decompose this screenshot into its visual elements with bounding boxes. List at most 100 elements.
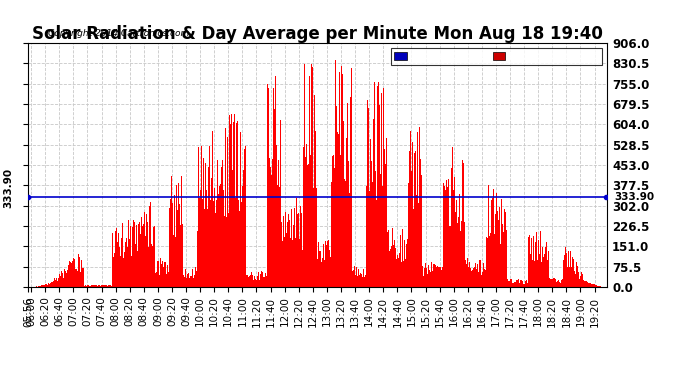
Bar: [587, 282, 588, 287]
Bar: [130, 226, 131, 287]
Bar: [312, 150, 313, 287]
Bar: [554, 278, 555, 287]
Bar: [597, 286, 598, 287]
Bar: [261, 272, 262, 287]
Bar: [139, 222, 140, 287]
Bar: [462, 160, 463, 287]
Bar: [389, 251, 390, 287]
Bar: [87, 285, 88, 287]
Bar: [322, 258, 323, 287]
Bar: [340, 154, 341, 287]
Bar: [532, 260, 533, 287]
Bar: [493, 189, 494, 287]
Bar: [544, 254, 545, 287]
Bar: [481, 265, 482, 287]
Bar: [306, 144, 307, 287]
Bar: [336, 179, 337, 287]
Bar: [463, 163, 464, 287]
Bar: [415, 151, 416, 287]
Bar: [421, 175, 422, 287]
Bar: [126, 256, 127, 287]
Bar: [367, 100, 368, 287]
Bar: [247, 274, 248, 287]
Bar: [264, 276, 265, 287]
Bar: [280, 120, 281, 287]
Bar: [472, 266, 473, 287]
Bar: [324, 260, 325, 287]
Bar: [523, 284, 524, 287]
Bar: [245, 146, 246, 287]
Bar: [305, 127, 306, 287]
Bar: [468, 267, 469, 287]
Bar: [557, 281, 558, 287]
Bar: [216, 200, 217, 287]
Bar: [203, 159, 204, 287]
Bar: [197, 190, 199, 287]
Bar: [113, 256, 114, 287]
Bar: [341, 191, 342, 287]
Bar: [334, 168, 335, 287]
Bar: [263, 277, 264, 287]
Bar: [342, 74, 343, 287]
Bar: [435, 263, 436, 287]
Bar: [589, 283, 590, 287]
Bar: [311, 64, 312, 287]
Bar: [163, 267, 164, 287]
Bar: [137, 251, 138, 287]
Bar: [204, 209, 205, 287]
Bar: [275, 76, 276, 287]
Bar: [531, 238, 532, 287]
Bar: [270, 167, 271, 287]
Bar: [588, 284, 589, 287]
Bar: [195, 272, 196, 287]
Bar: [599, 286, 600, 287]
Bar: [55, 280, 56, 287]
Bar: [351, 68, 352, 287]
Bar: [45, 284, 46, 287]
Bar: [424, 268, 425, 287]
Bar: [209, 146, 210, 287]
Bar: [385, 164, 386, 287]
Bar: [158, 261, 159, 287]
Bar: [526, 282, 527, 287]
Bar: [48, 283, 49, 287]
Bar: [475, 263, 476, 287]
Bar: [244, 149, 245, 287]
Bar: [559, 282, 560, 287]
Bar: [227, 137, 228, 287]
Bar: [181, 176, 182, 287]
Bar: [408, 183, 409, 287]
Legend: Median (w/m2), Radiation (w/m2): Median (w/m2), Radiation (w/m2): [391, 48, 602, 64]
Bar: [178, 183, 179, 287]
Bar: [345, 181, 346, 287]
Bar: [365, 275, 366, 287]
Bar: [508, 283, 509, 287]
Bar: [325, 242, 326, 287]
Bar: [132, 226, 133, 287]
Bar: [592, 284, 593, 287]
Bar: [591, 284, 592, 287]
Bar: [241, 202, 242, 287]
Bar: [167, 260, 168, 287]
Bar: [433, 267, 434, 287]
Bar: [47, 285, 48, 287]
Bar: [179, 204, 180, 287]
Bar: [546, 242, 547, 287]
Bar: [43, 285, 44, 287]
Bar: [269, 158, 270, 287]
Bar: [347, 103, 348, 287]
Bar: [552, 279, 553, 287]
Bar: [184, 277, 185, 287]
Bar: [578, 272, 579, 287]
Bar: [121, 228, 122, 287]
Bar: [513, 283, 514, 287]
Bar: [246, 276, 247, 287]
Bar: [457, 177, 458, 287]
Bar: [530, 254, 531, 287]
Bar: [391, 246, 392, 287]
Bar: [258, 272, 259, 287]
Bar: [271, 176, 272, 287]
Bar: [66, 273, 67, 287]
Bar: [373, 119, 374, 287]
Bar: [406, 244, 407, 287]
